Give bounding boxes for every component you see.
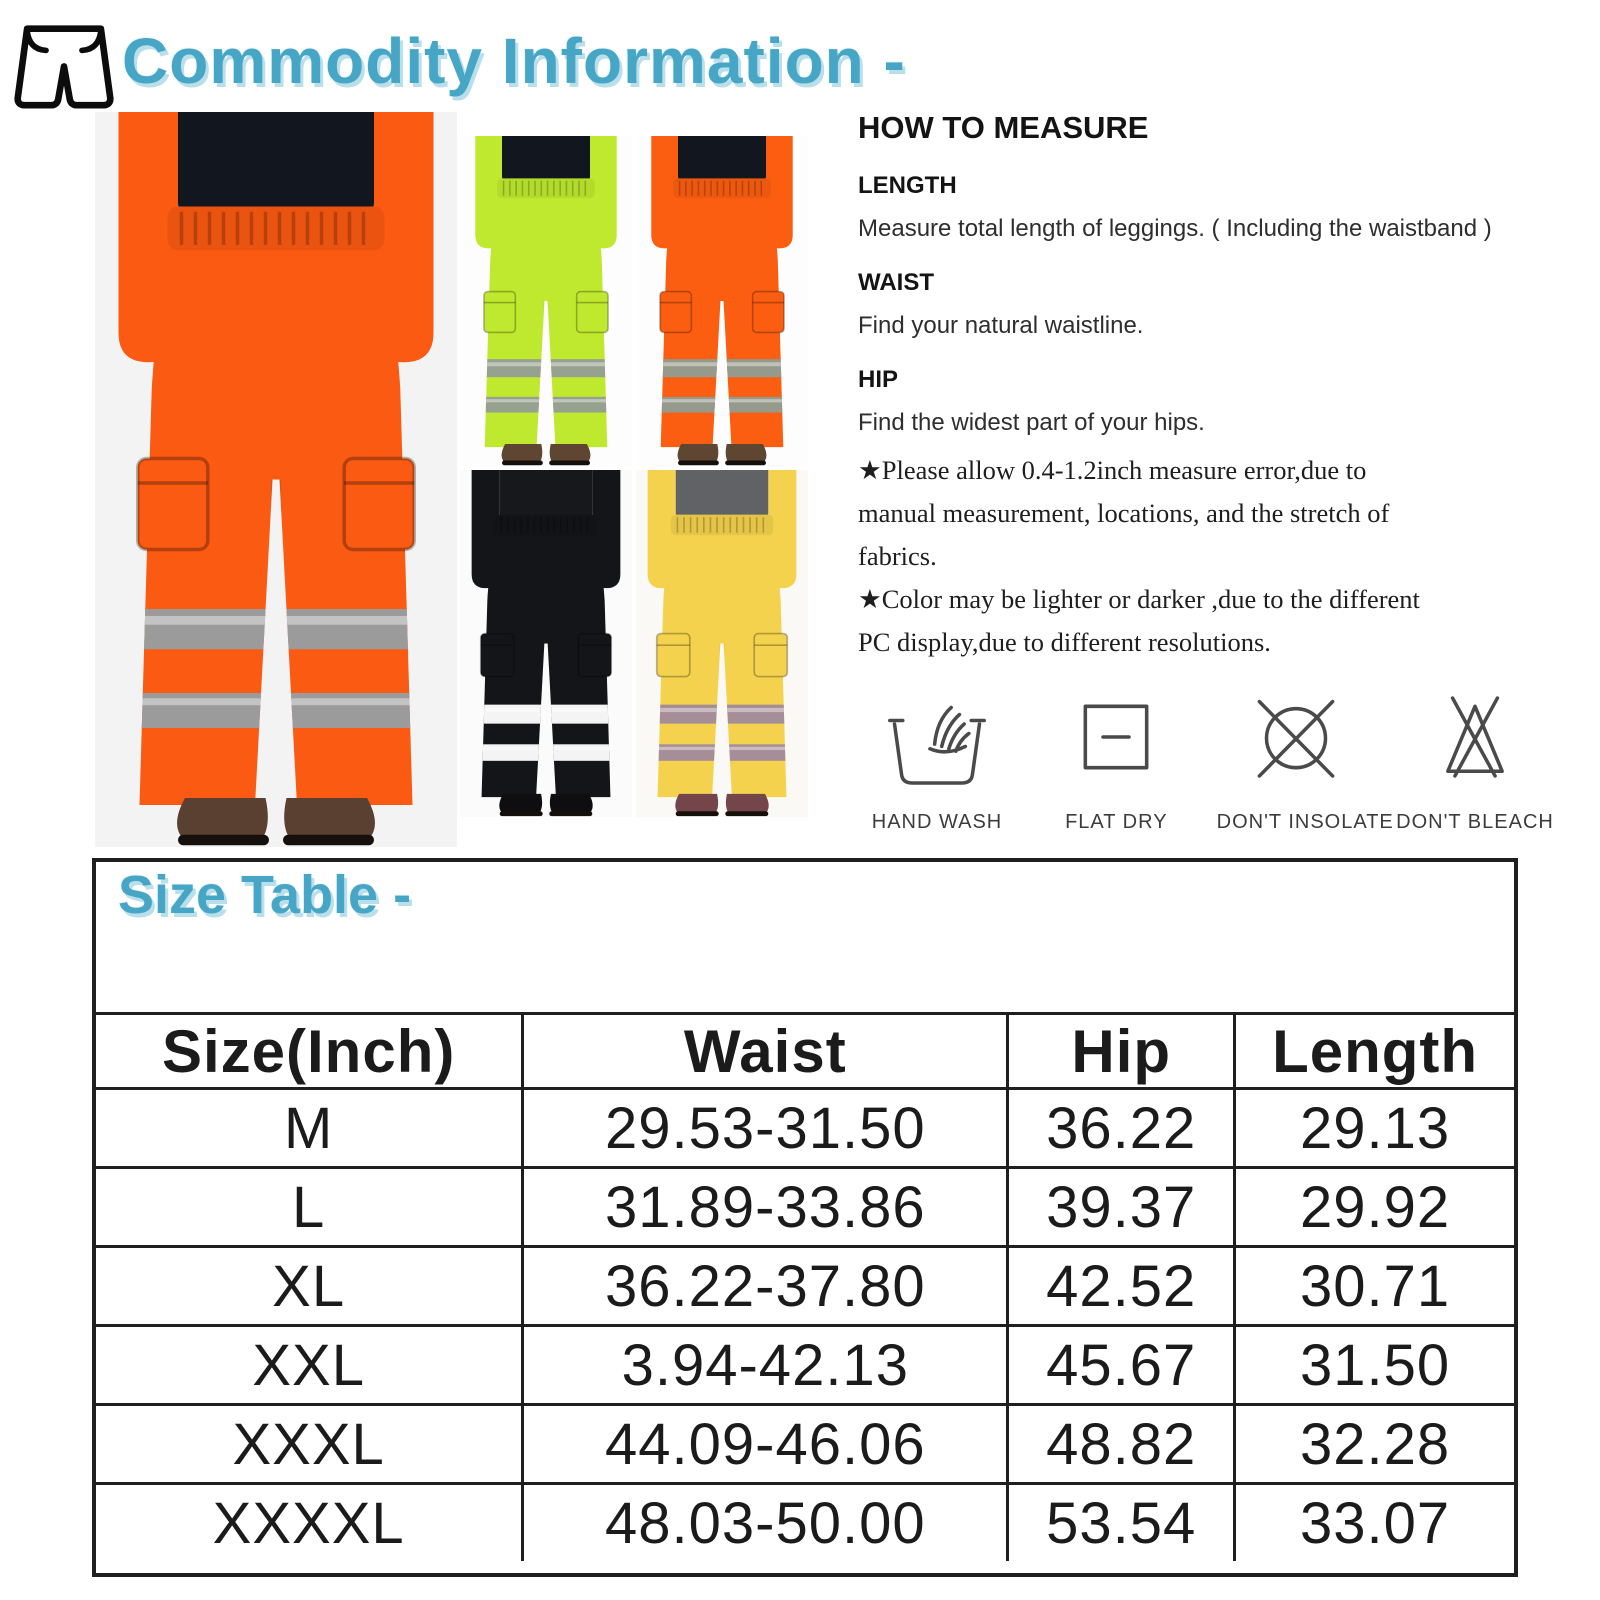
how-to-measure-section: HOW TO MEASURE LENGTH Measure total leng…	[858, 110, 1558, 834]
cell-waist: 44.09-46.06	[521, 1403, 1010, 1485]
dont-insolate-icon	[1257, 699, 1335, 778]
note-measure-error: ★Please allow 0.4-1.2inch measure error,…	[858, 455, 1390, 571]
measure-hip-text: Find the widest part of your hips.	[858, 409, 1205, 436]
care-label: DON'T BLEACH	[1396, 810, 1554, 833]
variant-photo-black	[460, 470, 632, 817]
cell-waist: 29.53-31.50	[521, 1087, 1010, 1169]
variant-photo-green	[460, 136, 632, 466]
cell-length: 32.28	[1233, 1403, 1514, 1485]
cell-waist: 3.94-42.13	[521, 1324, 1010, 1406]
col-header-waist: Waist	[521, 1012, 1010, 1090]
col-header-length: Length	[1233, 1012, 1514, 1090]
measure-waist-text: Find your natural waistline.	[858, 312, 1144, 339]
cell-hip: 45.67	[1006, 1324, 1237, 1406]
how-to-measure-title: HOW TO MEASURE	[858, 110, 1149, 145]
care-flat-dry: FLAT DRY	[1037, 678, 1195, 834]
cell-hip: 39.37	[1006, 1166, 1237, 1248]
note-color-difference: ★Color may be lighter or darker ,due to …	[858, 583, 1420, 657]
measure-length-label: LENGTH	[858, 172, 957, 199]
cell-length: 30.71	[1233, 1245, 1514, 1327]
cell-size: XXL	[96, 1324, 525, 1406]
care-label: FLAT DRY	[1065, 810, 1168, 833]
table-row: XXXXL 48.03-50.00 53.54 33.07	[96, 1482, 1514, 1561]
table-row: XXL 3.94-42.13 45.67 31.50	[96, 1324, 1514, 1406]
pants-illustration	[95, 112, 457, 847]
care-dont-bleach: DON'T BLEACH	[1396, 678, 1554, 834]
care-instructions-row: HAND WASH FLAT DRY DON'T INSOLATE	[858, 678, 1554, 834]
flat-dry-icon	[1083, 704, 1149, 770]
cell-waist: 36.22-37.80	[521, 1245, 1010, 1327]
table-row: XXXL 44.09-46.06 48.82 32.28	[96, 1403, 1514, 1485]
measure-notes: ★Please allow 0.4-1.2inch measure error,…	[858, 449, 1448, 664]
table-row: XL 36.22-37.80 42.52 30.71	[96, 1245, 1514, 1327]
cell-length: 33.07	[1233, 1482, 1514, 1561]
cell-hip: 36.22	[1006, 1087, 1237, 1169]
dont-bleach-icon	[1446, 695, 1504, 778]
size-table-title: Size Table -	[118, 865, 412, 925]
cell-waist: 31.89-33.86	[521, 1166, 1010, 1248]
pants-illustration	[460, 136, 632, 466]
size-table: Size(Inch) Waist Hip Length M 29.53-31.5…	[96, 1012, 1514, 1561]
cell-waist: 48.03-50.00	[521, 1482, 1010, 1561]
cell-size: M	[96, 1087, 525, 1169]
measure-length-text: Measure total length of leggings. ( Incl…	[858, 215, 1492, 242]
measure-waist-label: WAIST	[858, 269, 934, 296]
care-hand-wash: HAND WASH	[858, 678, 1016, 834]
col-header-hip: Hip	[1006, 1012, 1237, 1090]
care-label: DON'T INSOLATE	[1216, 810, 1394, 833]
cell-size: XXXL	[96, 1403, 525, 1485]
cell-hip: 53.54	[1006, 1482, 1237, 1561]
table-row: M 29.53-31.50 36.22 29.13	[96, 1087, 1514, 1169]
size-table-section: Size Table - Size(Inch) Waist Hip Length…	[92, 858, 1518, 1577]
cell-length: 29.13	[1233, 1087, 1514, 1169]
cell-length: 29.92	[1233, 1166, 1514, 1248]
cell-hip: 48.82	[1006, 1403, 1237, 1485]
page-title: Commodity Information -	[122, 25, 906, 97]
pants-illustration	[636, 136, 808, 466]
table-row: L 31.89-33.86 39.37 29.92	[96, 1166, 1514, 1248]
cell-size: XXXXL	[96, 1482, 525, 1561]
care-dont-insolate: DON'T INSOLATE	[1216, 678, 1394, 834]
cell-length: 31.50	[1233, 1324, 1514, 1406]
measure-hip-label: HIP	[858, 366, 899, 393]
cell-size: L	[96, 1166, 525, 1248]
pants-illustration	[460, 470, 632, 817]
variant-photo-yellow	[636, 470, 808, 817]
care-label: HAND WASH	[871, 810, 1003, 833]
col-header-size: Size(Inch)	[96, 1012, 525, 1090]
pants-illustration	[636, 470, 808, 817]
main-product-photo	[95, 112, 457, 847]
shorts-icon	[14, 25, 114, 109]
hand-wash-icon	[888, 705, 986, 785]
cell-hip: 42.52	[1006, 1245, 1237, 1327]
cell-size: XL	[96, 1245, 525, 1327]
size-table-header-row: Size(Inch) Waist Hip Length	[96, 1012, 1514, 1090]
variant-photo-orange	[636, 136, 808, 466]
